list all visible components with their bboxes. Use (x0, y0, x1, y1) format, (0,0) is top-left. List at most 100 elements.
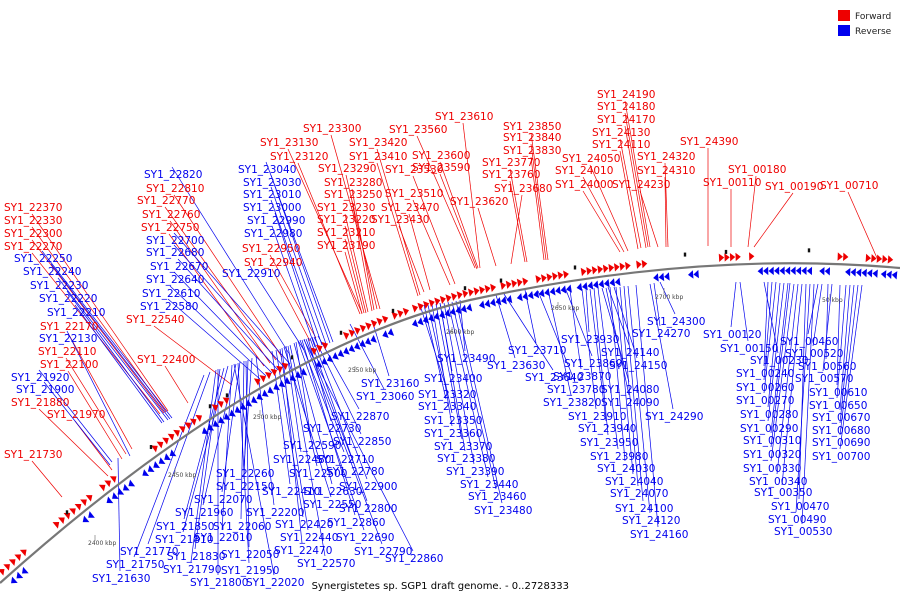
reverse-gene-label[interactable]: SY1_00120 (703, 329, 761, 341)
reverse-gene-label[interactable]: SY1_21900 (16, 384, 74, 396)
reverse-gene-label[interactable]: SY1_23350 (424, 415, 482, 427)
reverse-gene-label[interactable]: SY1_22470 (274, 545, 332, 557)
forward-gene-label[interactable]: SY1_23510 (385, 188, 443, 200)
forward-gene-label[interactable]: SY1_24010 (555, 165, 613, 177)
reverse-gene-label[interactable]: SY1_22240 (23, 266, 81, 278)
forward-gene-label[interactable]: SY1_22300 (4, 228, 62, 240)
reverse-gene-label[interactable]: SY1_22900 (339, 481, 397, 493)
reverse-gene-label[interactable]: SY1_00280 (740, 409, 798, 421)
reverse-gene-label[interactable]: SY1_00490 (768, 514, 826, 526)
forward-gene-label[interactable]: SY1_23130 (260, 137, 318, 149)
forward-gene-label[interactable]: SY1_22540 (126, 314, 184, 326)
reverse-gene-label[interactable]: SY1_22480 (273, 454, 331, 466)
reverse-gene-label[interactable]: SY1_24140 (601, 347, 659, 359)
reverse-gene-label[interactable]: SY1_23400 (424, 373, 482, 385)
reverse-gene-label[interactable]: SY1_22690 (336, 532, 394, 544)
reverse-gene-label[interactable]: SY1_00520 (785, 348, 843, 360)
reverse-gene-label[interactable]: SY1_22790 (354, 546, 412, 558)
reverse-gene-label[interactable]: SY1_23360 (424, 428, 482, 440)
reverse-gene-label[interactable]: SY1_24030 (597, 463, 655, 475)
reverse-gene-label[interactable]: SY1_22870 (331, 411, 389, 423)
reverse-gene-label[interactable]: SY1_22210 (47, 307, 105, 319)
reverse-gene-label[interactable]: SY1_23460 (468, 491, 526, 503)
forward-gene-label[interactable]: SY1_24310 (637, 165, 695, 177)
reverse-gene-label[interactable]: SY1_23940 (578, 423, 636, 435)
reverse-gene-label[interactable]: SY1_21830 (167, 551, 225, 563)
forward-gene-label[interactable]: SY1_22760 (142, 209, 200, 221)
reverse-gene-label[interactable]: SY1_24070 (610, 488, 668, 500)
reverse-gene-label[interactable]: SY1_00650 (809, 400, 867, 412)
forward-gene-label[interactable]: SY1_23430 (371, 214, 429, 226)
forward-gene-label[interactable]: SY1_21880 (11, 397, 69, 409)
reverse-gene-label[interactable]: SY1_23820 (543, 397, 601, 409)
reverse-gene-label[interactable]: SY1_22550 (303, 499, 361, 511)
reverse-gene-label[interactable]: SY1_23010 (243, 189, 301, 201)
reverse-gene-label[interactable]: SY1_23480 (474, 505, 532, 517)
forward-gene-label[interactable]: SY1_24190 (597, 89, 655, 101)
forward-gene-label[interactable]: SY1_23220 (317, 214, 375, 226)
reverse-gene-label[interactable]: SY1_00310 (743, 435, 801, 447)
reverse-gene-label[interactable]: SY1_00340 (749, 476, 807, 488)
reverse-gene-label[interactable]: SY1_00470 (771, 501, 829, 513)
reverse-gene-label[interactable]: SY1_22070 (194, 494, 252, 506)
reverse-gene-label[interactable]: SY1_22710 (316, 454, 374, 466)
reverse-gene-label[interactable]: SY1_23380 (437, 453, 495, 465)
reverse-gene-label[interactable]: SY1_22800 (339, 503, 397, 515)
forward-gene-label[interactable]: SY1_00190 (765, 181, 823, 193)
forward-gene-label[interactable]: SY1_23770 (482, 157, 540, 169)
forward-gene-label[interactable]: SY1_22810 (146, 183, 204, 195)
reverse-gene-label[interactable]: SY1_23060 (356, 391, 414, 403)
reverse-gene-label[interactable]: SY1_22700 (146, 235, 204, 247)
reverse-gene-label[interactable]: SY1_23930 (561, 334, 619, 346)
reverse-gene-label[interactable]: SY1_23780 (547, 384, 605, 396)
forward-gene-label[interactable]: SY1_24130 (592, 127, 650, 139)
reverse-gene-label[interactable]: SY1_23980 (590, 451, 648, 463)
forward-gene-label[interactable]: SY1_23280 (324, 177, 382, 189)
reverse-gene-label[interactable]: SY1_22730 (303, 423, 361, 435)
reverse-gene-label[interactable]: SY1_24040 (605, 476, 663, 488)
reverse-gene-label[interactable]: SY1_22150 (216, 481, 274, 493)
reverse-gene-label[interactable]: SY1_22590 (283, 440, 341, 452)
forward-gene-label[interactable]: SY1_22370 (4, 202, 62, 214)
reverse-gene-label[interactable]: SY1_00570 (795, 373, 853, 385)
forward-gene-label[interactable]: SY1_23470 (381, 202, 439, 214)
forward-gene-label[interactable]: SY1_22940 (244, 257, 302, 269)
reverse-gene-label[interactable]: SY1_22200 (246, 507, 304, 519)
reverse-gene-label[interactable]: SY1_22050 (221, 549, 279, 561)
forward-gene-label[interactable]: SY1_23600 (412, 150, 470, 162)
forward-gene-label[interactable]: SY1_23210 (317, 227, 375, 239)
forward-gene-label[interactable]: SY1_23230 (317, 202, 375, 214)
forward-gene-label[interactable]: SY1_23530 (385, 164, 443, 176)
reverse-gene-label[interactable]: SY1_22230 (30, 280, 88, 292)
reverse-gene-label[interactable]: SY1_21800 (190, 577, 248, 589)
reverse-gene-label[interactable]: SY1_22260 (216, 468, 274, 480)
forward-gene-label[interactable]: SY1_23610 (435, 111, 493, 123)
reverse-gene-label[interactable]: SY1_22250 (14, 253, 72, 265)
reverse-gene-label[interactable]: SY1_22910 (222, 268, 280, 280)
forward-gene-label[interactable]: SY1_22170 (40, 321, 98, 333)
reverse-gene-label[interactable]: SY1_22680 (146, 247, 204, 259)
reverse-gene-label[interactable]: SY1_00700 (812, 451, 870, 463)
reverse-gene-label[interactable]: SY1_21750 (106, 559, 164, 571)
reverse-gene-label[interactable]: SY1_00260 (736, 382, 794, 394)
reverse-gene-label[interactable]: SY1_24300 (647, 316, 705, 328)
forward-gene-label[interactable]: SY1_23190 (317, 240, 375, 252)
forward-gene-label[interactable]: SY1_21970 (47, 409, 105, 421)
reverse-gene-label[interactable]: SY1_24090 (601, 397, 659, 409)
reverse-gene-label[interactable]: SY1_24120 (622, 515, 680, 527)
reverse-gene-label[interactable]: SY1_22630 (304, 486, 362, 498)
forward-gene-label[interactable]: SY1_22330 (4, 215, 62, 227)
reverse-gene-label[interactable]: SY1_21950 (221, 565, 279, 577)
reverse-gene-label[interactable]: SY1_23950 (580, 437, 638, 449)
forward-gene-label[interactable]: SY1_23120 (270, 151, 328, 163)
reverse-gene-label[interactable]: SY1_22640 (146, 274, 204, 286)
forward-gene-label[interactable]: SY1_23290 (318, 163, 376, 175)
reverse-gene-label[interactable]: SY1_22060 (213, 521, 271, 533)
reverse-gene-label[interactable]: SY1_22130 (39, 333, 97, 345)
reverse-gene-label[interactable]: SY1_23160 (361, 378, 419, 390)
reverse-gene-label[interactable]: SY1_24080 (601, 384, 659, 396)
forward-gene-label[interactable]: SY1_23850 (503, 121, 561, 133)
reverse-gene-label[interactable]: SY1_22670 (150, 261, 208, 273)
reverse-gene-label[interactable]: SY1_24160 (630, 529, 688, 541)
reverse-gene-label[interactable]: SY1_22020 (246, 577, 304, 589)
